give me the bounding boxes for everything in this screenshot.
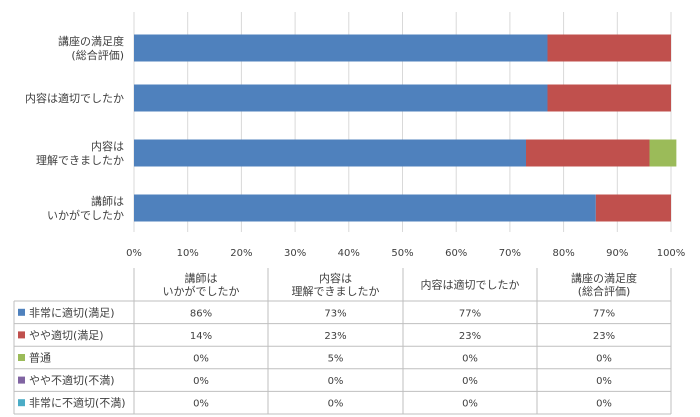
legend-label: やや適切(満足) [29, 328, 104, 342]
x-tick-label: 90% [606, 248, 628, 259]
x-tick-label: 10% [177, 248, 199, 259]
category-labels: 講座の満足度(総合評価) 内容は適切でしたか内容は理解できましたか講師はいかがでし… [25, 34, 124, 222]
legend-label: 非常に不適切(不満) [29, 396, 126, 410]
x-tick-label: 0% [126, 248, 142, 259]
legend-label: 非常に適切(満足) [29, 305, 115, 319]
table-column-header: (総合評価) [578, 284, 631, 298]
table-cell: 23% [459, 331, 481, 342]
legend-key [18, 331, 25, 339]
x-tick-label: 40% [338, 248, 360, 259]
table-cell: 0% [193, 376, 209, 387]
x-tick-label: 80% [552, 248, 574, 259]
table-cell: 0% [596, 376, 612, 387]
category-label: いかがでしたか [47, 208, 124, 222]
table-cell: 0% [193, 399, 209, 410]
table-cell: 0% [596, 354, 612, 365]
legend-key [18, 354, 25, 361]
bar-segment [134, 139, 527, 167]
x-tick-label: 50% [391, 248, 413, 259]
bar-segment [547, 84, 671, 112]
bar-segment [526, 139, 650, 167]
table-column-header: 内容は適切でしたか [421, 278, 520, 292]
table-cell: 14% [190, 331, 212, 342]
table-cell: 0% [193, 354, 209, 365]
bar-segment [134, 34, 548, 62]
table-cell: 0% [328, 399, 344, 410]
table-column-header: 理解できましたか [292, 284, 380, 298]
category-label: 講師は [91, 194, 124, 208]
table-cell: 73% [324, 308, 346, 319]
table-column-header: 講師は [185, 271, 218, 285]
bar-groups [134, 34, 677, 222]
bar-segment [595, 194, 671, 222]
category-label: 内容は [91, 139, 124, 153]
bar-segment [649, 139, 677, 167]
table-cell: 0% [596, 399, 612, 410]
table-column-header: いかがでしたか [163, 284, 240, 298]
x-tick-labels: 0% 10% 20% 30% 40% 50% 60% 70% 80% 90% 100% [126, 248, 685, 259]
category-label: (総合評価) [71, 48, 124, 62]
legend-key [18, 308, 25, 316]
bar-segment [547, 34, 671, 62]
table-cell: 23% [593, 331, 615, 342]
table-cell: 0% [462, 376, 478, 387]
table-column-header: 講座の満足度 [571, 271, 637, 285]
bar-segment [134, 84, 548, 112]
x-tick-label: 20% [230, 248, 252, 259]
category-label: 講座の満足度 [58, 34, 124, 48]
legend-key [18, 376, 25, 384]
table-cell: 23% [324, 331, 346, 342]
table-column-header: 内容は [319, 271, 352, 285]
table-cell: 0% [462, 399, 478, 410]
table-cell: 86% [190, 308, 212, 319]
category-label: 内容は適切でしたか [25, 91, 124, 105]
x-tick-label: 100% [657, 248, 686, 259]
table-cell: 77% [593, 308, 615, 319]
legend-label: やや不適切(不満) [29, 373, 115, 387]
x-tick-label: 60% [445, 248, 467, 259]
legend-label: 普通 [29, 351, 51, 365]
table-cell: 0% [328, 376, 344, 387]
bar-segment [134, 194, 596, 222]
table-cell: 0% [462, 354, 478, 365]
x-tick-label: 30% [284, 248, 306, 259]
category-label: 理解できましたか [36, 153, 124, 167]
table-cell: 5% [328, 354, 344, 365]
x-tick-label: 70% [499, 248, 521, 259]
legend-key [18, 399, 25, 407]
table-cell: 77% [459, 308, 481, 319]
